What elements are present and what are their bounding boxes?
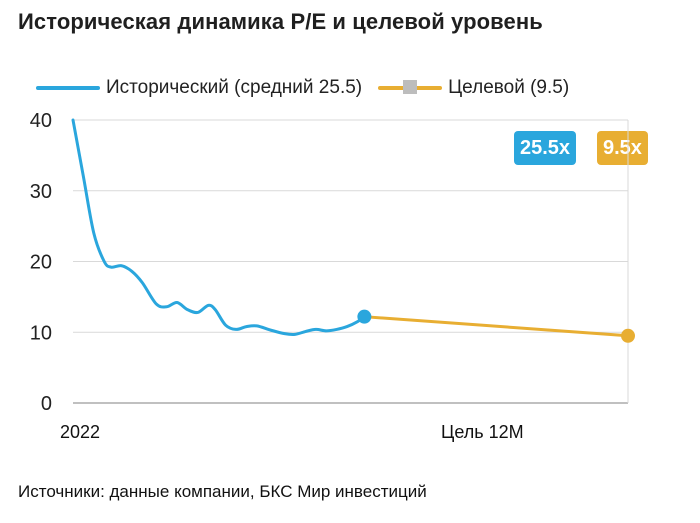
legend-item-historical: Исторический (средний 25.5): [36, 77, 362, 99]
legend-swatch-historical: [36, 78, 100, 98]
source-note: Источники: данные компании, БКС Мир инве…: [18, 482, 427, 501]
series-line-historical: [71, 118, 366, 337]
marker-target-end: [621, 328, 635, 343]
y-tick-label-0: 0: [41, 393, 52, 415]
chart-title: Историческая динамика P/E и целевой уров…: [18, 9, 543, 34]
legend-item-target: Целевой (9.5): [378, 77, 569, 99]
legend-swatch-target: [378, 78, 443, 98]
legend: Исторический (средний 25.5) Целевой (9.5…: [36, 74, 585, 102]
badge-historical-pe: 25.5x: [514, 131, 577, 165]
marker-historical-end: [357, 309, 372, 324]
legend-label-target: Целевой (9.5): [448, 77, 570, 98]
y-tick-label-20: 20: [30, 252, 52, 274]
x-tick-label-start: 2022: [60, 422, 100, 442]
y-tick-label-10: 10: [30, 322, 52, 344]
badge-target-pe: 9.5x: [597, 131, 648, 165]
y-tick-label-30: 30: [30, 181, 52, 203]
y-tick-label-40: 40: [30, 110, 52, 132]
legend-label-historical: Исторический (средний 25.5): [106, 77, 363, 98]
pe-line-chart: 0 10 20 30 40 2022 Цель 12М: [30, 110, 635, 442]
series-line-target: [362, 315, 630, 338]
legend-marker-square: [403, 80, 418, 94]
x-tick-label-target: Цель 12М: [441, 422, 524, 442]
